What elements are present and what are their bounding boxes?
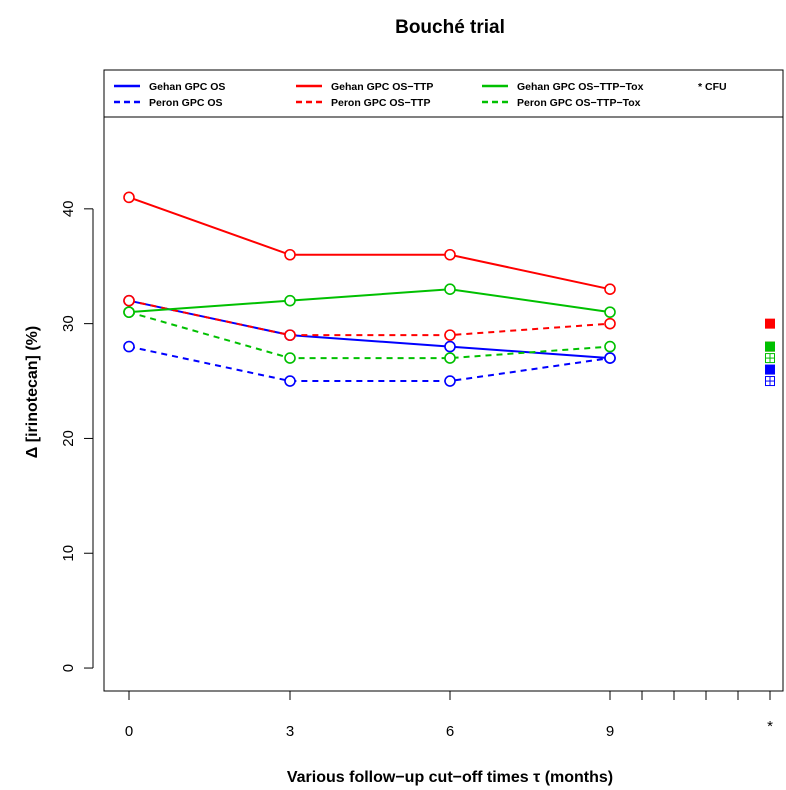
legend-label: Peron GPC OS−TTP−Tox xyxy=(517,97,641,109)
y-axis-title: Δ [irinotecan] (%) xyxy=(24,326,41,458)
y-tick-label: 10 xyxy=(60,545,77,562)
series xyxy=(123,191,775,329)
x-tick-label: 6 xyxy=(446,723,454,740)
data-point xyxy=(284,329,296,341)
x-tick-label: * xyxy=(767,718,773,735)
y-tick-label: 40 xyxy=(60,200,77,217)
legend-label: Gehan GPC OS−TTP xyxy=(331,81,433,93)
legend-label: Peron GPC OS−TTP xyxy=(331,97,430,109)
data-point xyxy=(123,340,135,353)
y-tick-label: 20 xyxy=(60,430,77,447)
series-layer xyxy=(123,191,775,387)
data-point xyxy=(444,352,456,364)
y-tick-label: 30 xyxy=(60,315,77,332)
series xyxy=(123,306,775,364)
cfu-marker xyxy=(765,341,775,352)
data-point xyxy=(444,283,456,296)
series-line xyxy=(128,299,611,337)
data-point xyxy=(123,191,135,204)
chart-title: Bouché trial xyxy=(395,17,505,38)
plot-frame xyxy=(103,69,784,692)
data-point xyxy=(284,248,296,261)
x-axis-title: Various follow−up cut−off times τ (month… xyxy=(287,769,613,786)
x-tick-label: 9 xyxy=(606,723,614,740)
data-point xyxy=(604,352,616,364)
data-point xyxy=(284,352,296,364)
series-line xyxy=(128,311,611,360)
legend: Gehan GPC OS Peron GPC OS Gehan GPC OS−TTP… xyxy=(114,81,727,109)
y-tick-label: 0 xyxy=(60,664,77,672)
data-point xyxy=(604,306,616,318)
legend-label: Gehan GPC OS−TTP−Tox xyxy=(517,81,644,93)
cfu-marker xyxy=(765,318,775,329)
legend-label: Peron GPC OS xyxy=(149,97,223,109)
x-tick-label: 3 xyxy=(286,723,294,740)
data-point xyxy=(123,306,135,318)
series-line xyxy=(128,196,611,291)
data-point xyxy=(123,294,135,307)
axes: 0 3 6 9 * 0 10 20 30 40 xyxy=(60,200,773,740)
data-point xyxy=(444,340,456,353)
series xyxy=(123,340,775,387)
data-point xyxy=(444,329,456,341)
data-point xyxy=(444,375,456,387)
series-line xyxy=(128,288,611,314)
data-point xyxy=(284,294,296,307)
data-point xyxy=(604,283,616,296)
cfu-marker xyxy=(765,364,775,375)
data-point xyxy=(604,340,616,353)
data-point xyxy=(444,248,456,261)
x-tick-label: 0 xyxy=(125,723,133,740)
legend-cfu-note: * CFU xyxy=(698,81,727,93)
legend-label: Gehan GPC OS xyxy=(149,81,225,93)
series-line xyxy=(128,345,611,383)
data-point xyxy=(284,375,296,387)
data-point xyxy=(604,317,616,330)
